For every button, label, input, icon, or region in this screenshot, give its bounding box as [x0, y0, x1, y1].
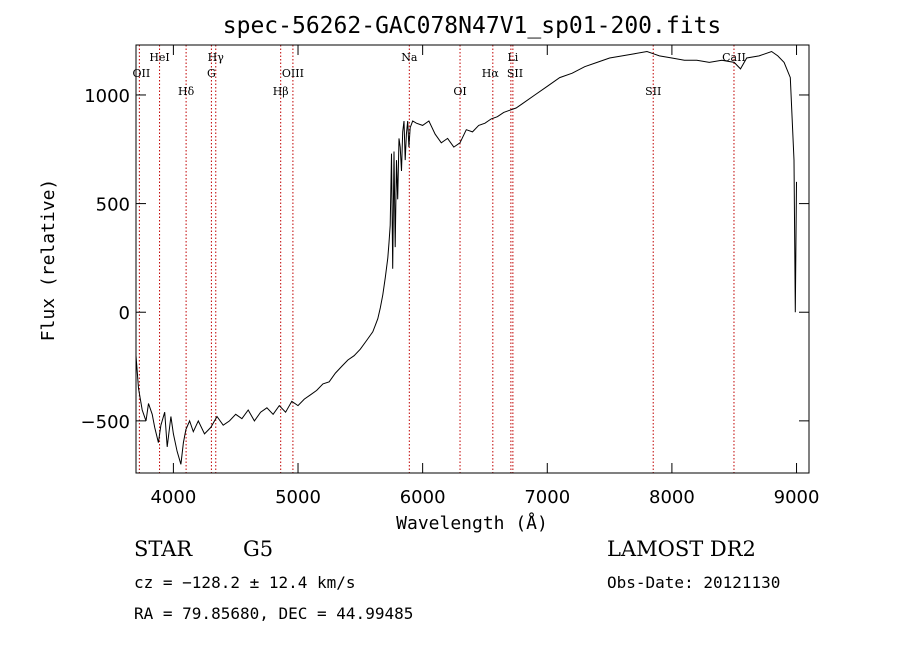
line-markers: OII HeI Hδ Hγ G Hβ OIII Na OI Hα Li SII SII CaII	[133, 45, 746, 473]
marker-label: Hδ	[178, 85, 195, 98]
redshift-velocity: cz = −128.2 ± 12.4 km/s	[134, 573, 356, 592]
marker-label: HeI	[149, 51, 169, 64]
marker-label: OIII	[282, 67, 304, 80]
x-tick-label: 9000	[774, 487, 820, 508]
marker-label: SII	[507, 67, 523, 80]
x-axis-label: Wavelength (Å)	[396, 512, 548, 534]
plot-frame	[135, 44, 810, 474]
y-tick-label: 1000	[84, 86, 130, 107]
x-axis: 4000 5000 6000 7000 8000 9000	[150, 45, 819, 508]
spectrum-line	[135, 50, 797, 465]
chart-title: spec-56262-GAC078N47V1_sp01-200.fits	[223, 13, 722, 39]
marker-label: OII	[133, 67, 151, 80]
marker-label: G	[207, 67, 216, 80]
y-axis-label: Flux (relative)	[38, 179, 59, 342]
marker-label: Na	[401, 51, 418, 64]
y-tick-label: −500	[81, 412, 130, 433]
x-tick-label: 8000	[649, 487, 695, 508]
object-type: STAR	[134, 537, 193, 561]
marker-label: Hβ	[273, 85, 289, 98]
y-tick-label: 0	[119, 303, 130, 324]
marker-label: OI	[453, 85, 466, 98]
x-tick-label: 6000	[400, 487, 446, 508]
x-tick-label: 4000	[150, 487, 196, 508]
object-class: G5	[243, 537, 274, 561]
marker-label: Hγ	[208, 51, 225, 64]
x-tick-label: 7000	[524, 487, 570, 508]
marker-label: CaII	[722, 51, 746, 64]
marker-label: Hα	[482, 67, 500, 80]
y-tick-label: 500	[96, 195, 130, 216]
y-axis: −500 0 500 1000	[81, 86, 809, 433]
x-tick-label: 5000	[275, 487, 321, 508]
observation-date: Obs-Date: 20121130	[607, 573, 781, 592]
coordinates: RA = 79.85680, DEC = 44.99485	[134, 604, 414, 623]
marker-label: SII	[645, 85, 661, 98]
survey-name: LAMOST DR2	[607, 537, 756, 561]
marker-label: Li	[507, 51, 518, 64]
